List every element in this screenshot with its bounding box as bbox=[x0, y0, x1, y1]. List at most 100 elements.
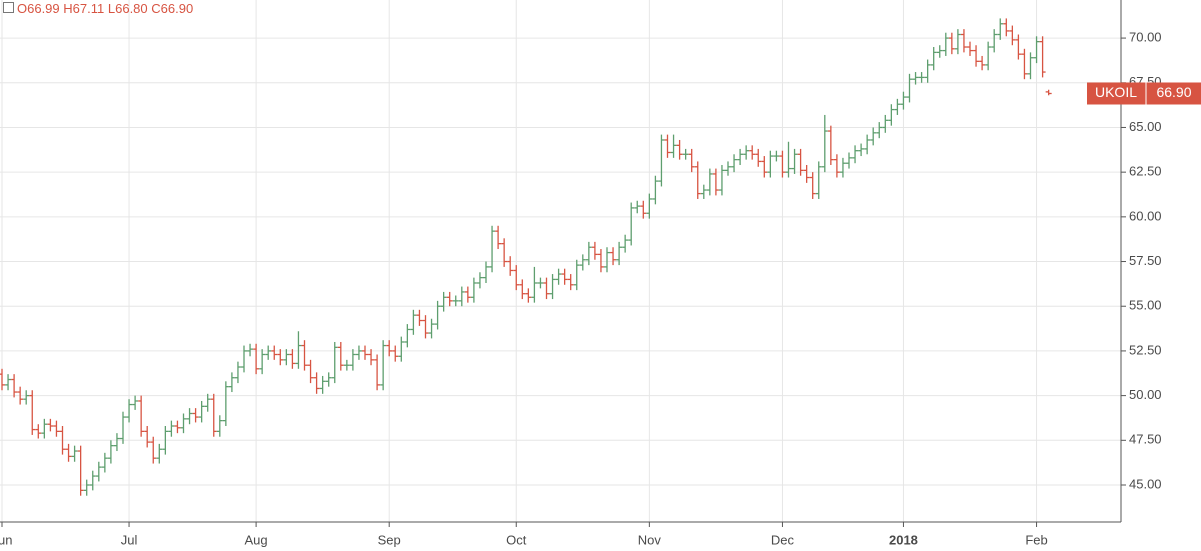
open-value: O66.99 bbox=[17, 1, 60, 16]
ohlc-bar bbox=[1009, 25, 1016, 46]
ohlc-bar bbox=[168, 420, 175, 437]
ohlc-bar bbox=[549, 274, 556, 300]
y-tick-label: 60.00 bbox=[1129, 208, 1162, 223]
ohlc-bar bbox=[718, 165, 725, 196]
ohlc-bar bbox=[464, 286, 471, 303]
ohlc-bar bbox=[41, 418, 48, 439]
ohlc-bar bbox=[694, 161, 701, 199]
ohlc-bar bbox=[779, 150, 786, 178]
ohlc-bar bbox=[174, 420, 181, 434]
y-tick-label: 65.00 bbox=[1129, 119, 1162, 134]
ohlc-bar bbox=[77, 445, 84, 496]
ohlc-bar bbox=[827, 125, 834, 166]
ohlc-bar bbox=[997, 18, 1004, 40]
ohlc-bar bbox=[743, 145, 750, 160]
ohlc-bar bbox=[362, 345, 368, 360]
ohlc-bar bbox=[331, 341, 338, 384]
x-tick-label: Sep bbox=[378, 532, 401, 547]
ohlc-bar bbox=[942, 32, 949, 56]
ohlc-bar bbox=[991, 29, 998, 53]
ohlc-bar bbox=[483, 261, 489, 283]
ohlc-bar bbox=[1003, 18, 1010, 37]
ohlc-bar bbox=[23, 390, 30, 405]
ohlc-bar bbox=[253, 343, 260, 375]
ohlc-bar bbox=[561, 268, 568, 285]
ohlc-bar bbox=[646, 193, 653, 219]
ohlc-bar bbox=[277, 349, 284, 366]
ohlc-bar bbox=[343, 359, 350, 371]
ohlc-bar bbox=[132, 395, 139, 410]
ohlc-bar bbox=[924, 59, 931, 83]
ohlc-bar bbox=[289, 349, 296, 369]
ohlc-bar bbox=[519, 279, 526, 300]
ohlc-bar bbox=[368, 349, 375, 366]
x-tick-label: Oct bbox=[506, 532, 527, 547]
ohlc-bar bbox=[537, 277, 544, 289]
price-tag bbox=[1087, 82, 1201, 105]
x-tick-label: Jul bbox=[121, 532, 138, 547]
ohlc-bar bbox=[918, 72, 925, 83]
x-tick-label: Aug bbox=[245, 532, 268, 547]
ohlc-bar bbox=[700, 184, 707, 199]
ohlc-bar bbox=[107, 440, 114, 464]
ohlc-bar bbox=[35, 424, 42, 439]
ohlc-bar bbox=[791, 148, 798, 174]
ohlc-bar bbox=[985, 41, 992, 71]
ohlc-bar bbox=[767, 150, 774, 178]
ohlc-bar bbox=[428, 318, 435, 339]
ohlc-bar bbox=[676, 139, 683, 160]
grid bbox=[0, 0, 1121, 522]
ohlc-bar bbox=[53, 420, 60, 437]
ohlc-bar bbox=[392, 345, 399, 362]
ohlc-bar bbox=[325, 372, 332, 387]
ohlc-bar bbox=[17, 386, 24, 405]
ohlc-bar bbox=[271, 345, 278, 360]
ohlc-bar bbox=[241, 345, 247, 373]
ohlc-bar bbox=[846, 152, 852, 169]
ohlc-bar bbox=[833, 154, 840, 178]
ohlc-bar bbox=[138, 395, 145, 437]
ohlc-bar bbox=[628, 202, 635, 246]
ohlc-bar bbox=[967, 41, 973, 56]
ohlc-bar bbox=[960, 29, 967, 53]
ohlc-bar bbox=[501, 238, 508, 267]
ohlc-bar bbox=[101, 452, 108, 473]
ohlc-bar bbox=[773, 150, 780, 162]
low-value: L66.80 bbox=[107, 1, 148, 16]
ohlc-bar bbox=[870, 127, 877, 146]
ohlc-bar bbox=[89, 470, 96, 491]
ohlc-bar bbox=[979, 55, 986, 71]
ohlc-bar bbox=[610, 247, 617, 266]
ohlc-bar bbox=[337, 341, 344, 371]
ohlc-bar bbox=[725, 161, 731, 176]
ohlc-bar bbox=[604, 247, 610, 273]
ohlc-bar bbox=[228, 372, 235, 393]
ohlc-bar bbox=[95, 461, 102, 482]
ohlc-bar bbox=[440, 291, 447, 312]
ohlc-bar bbox=[349, 349, 356, 371]
ohlc-bar bbox=[380, 340, 387, 391]
ohlc-bar bbox=[204, 393, 211, 412]
ohlc-bar bbox=[398, 336, 405, 362]
y-tick-label: 57.50 bbox=[1129, 253, 1162, 268]
ohlc-bar bbox=[495, 225, 502, 250]
ohlc-bar bbox=[259, 349, 266, 375]
ohlc-bar bbox=[0, 368, 5, 391]
ohlc-bar bbox=[404, 324, 411, 348]
ohlc-bar bbox=[180, 413, 187, 434]
ohlc-bar bbox=[912, 72, 919, 85]
ohlc-bar bbox=[858, 143, 865, 157]
ohlc-bar bbox=[5, 374, 12, 391]
y-tick-label: 52.50 bbox=[1129, 342, 1162, 357]
collapse-icon[interactable] bbox=[3, 2, 14, 13]
ohlc-bar bbox=[156, 443, 163, 464]
ohlc-bar bbox=[591, 241, 598, 260]
ohlc-bar bbox=[120, 411, 126, 444]
ohlc-bar bbox=[1033, 36, 1040, 64]
ohlc-bar bbox=[59, 426, 66, 455]
ohlc-header: O66.99 H67.11 L66.80 C66.90 bbox=[3, 1, 193, 16]
y-tick-label: 50.00 bbox=[1129, 387, 1162, 402]
ohlc-bar bbox=[930, 47, 937, 71]
ohlc-bar bbox=[573, 259, 580, 291]
